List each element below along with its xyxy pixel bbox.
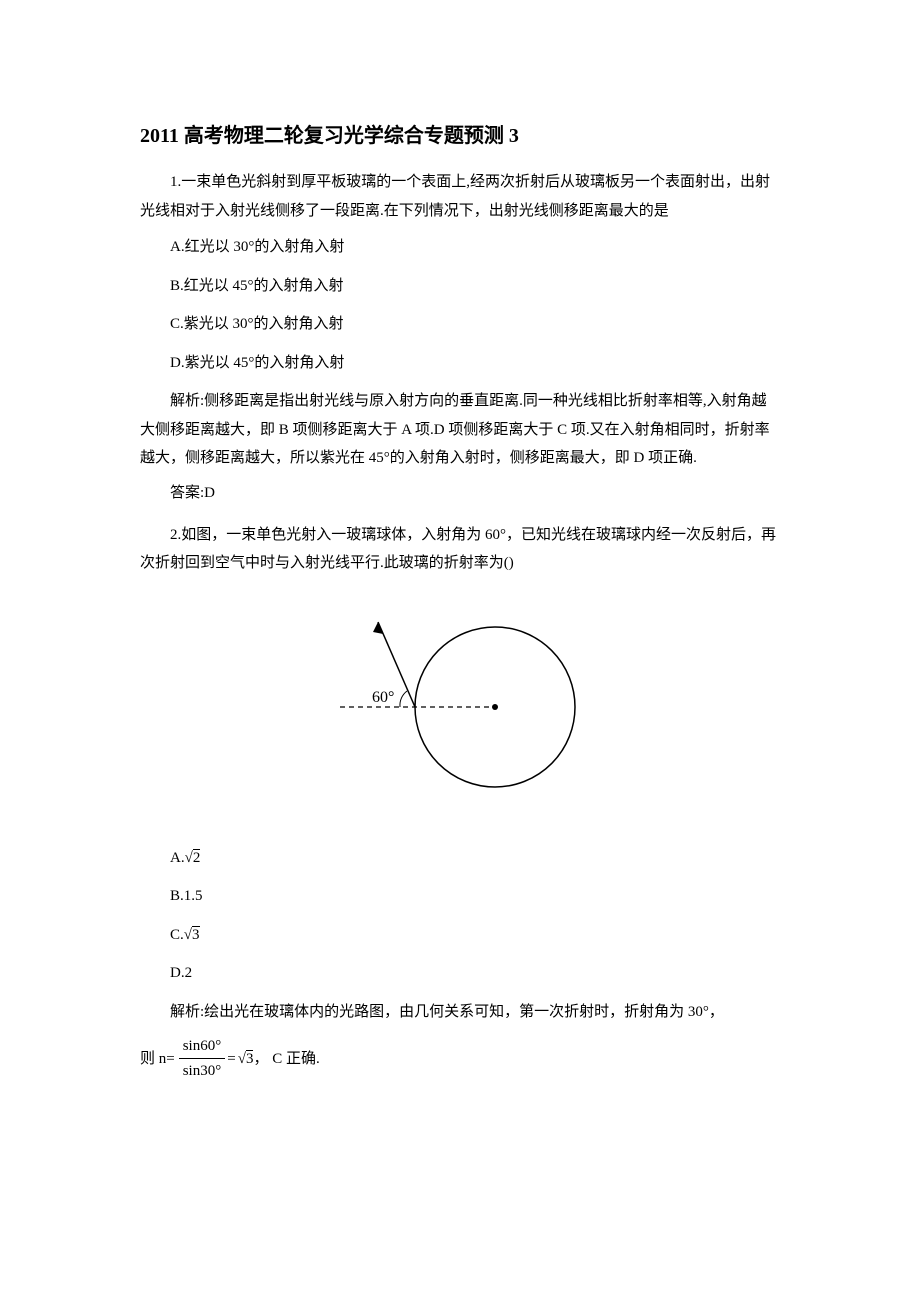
q1-stem: 1.一束单色光斜射到厚平板玻璃的一个表面上,经两次折射后从玻璃板另一个表面射出，… bbox=[140, 168, 780, 225]
q1-option-a: A.红光以 30°的入射角入射 bbox=[140, 233, 780, 262]
page-title: 2011 高考物理二轮复习光学综合专题预测 3 bbox=[140, 120, 780, 152]
solution-text-a: 则 n= bbox=[140, 1047, 175, 1071]
question-2: 2.如图，一束单色光射入一玻璃球体，入射角为 60°，已知光线在玻璃球内经一次反… bbox=[140, 521, 780, 1084]
solution-text-c: ， C 正确. bbox=[253, 1047, 319, 1071]
q1-option-c: C.紫光以 30°的入射角入射 bbox=[140, 310, 780, 339]
q1-answer: 答案:D bbox=[140, 481, 780, 505]
q2-option-b: B.1.5 bbox=[140, 882, 780, 911]
q2-option-c: C.√3 bbox=[140, 921, 780, 950]
q1-solution: 解析:侧移距离是指出射光线与原入射方向的垂直距离.同一种光线相比折射率相等,入射… bbox=[140, 387, 780, 473]
q2-option-d: D.2 bbox=[140, 959, 780, 988]
sqrt-result: √3 bbox=[238, 1047, 254, 1071]
question-1: 1.一束单色光斜射到厚平板玻璃的一个表面上,经两次折射后从玻璃板另一个表面射出，… bbox=[140, 168, 780, 505]
q2-solution-line2: 则 n= sin60° sin30° = √3 ， C 正确. bbox=[140, 1034, 780, 1083]
fraction-numerator: sin60° bbox=[179, 1034, 226, 1059]
angle-label: 60° bbox=[372, 689, 394, 706]
q2-option-a: A.√2 bbox=[140, 844, 780, 873]
q1-option-d: D.紫光以 45°的入射角入射 bbox=[140, 349, 780, 378]
q2-stem: 2.如图，一束单色光射入一玻璃球体，入射角为 60°，已知光线在玻璃球内经一次反… bbox=[140, 521, 780, 578]
glass-sphere-diagram: 60° bbox=[320, 602, 600, 812]
q2-solution-line1: 解析:绘出光在玻璃体内的光路图，由几何关系可知，第一次折射时，折射角为 30°， bbox=[140, 998, 780, 1027]
q2-figure: 60° bbox=[140, 602, 780, 820]
solution-text-b: = bbox=[227, 1047, 235, 1071]
fraction-denominator: sin30° bbox=[179, 1059, 226, 1083]
q1-option-b: B.红光以 45°的入射角入射 bbox=[140, 272, 780, 301]
fraction: sin60° sin30° bbox=[179, 1034, 226, 1083]
